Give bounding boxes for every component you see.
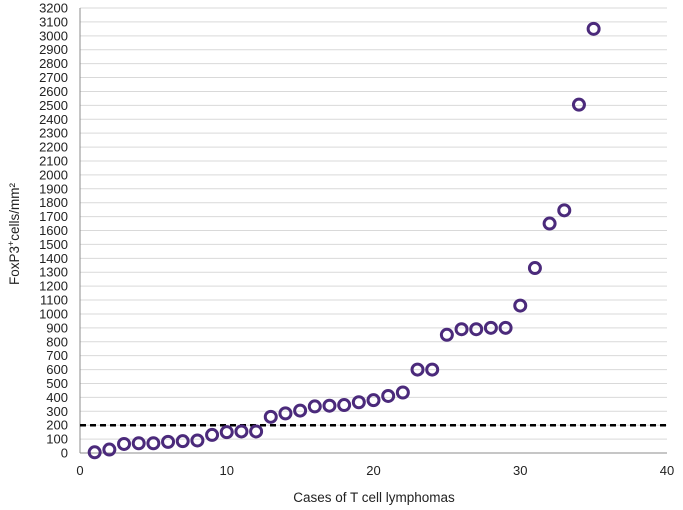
y-tick-label-1100: 1100 <box>40 293 68 308</box>
y-tick-label-1500: 1500 <box>39 237 68 252</box>
y-tick-label-1000: 1000 <box>39 306 68 321</box>
y-tick-label-0: 0 <box>61 446 68 461</box>
y-tick-label-1800: 1800 <box>39 195 68 210</box>
data-point-16 <box>307 399 322 414</box>
x-tick-label-30: 30 <box>513 463 527 478</box>
y-tick-label-3200: 3200 <box>39 1 68 16</box>
data-point-12 <box>249 424 264 439</box>
data-point-23 <box>410 362 425 377</box>
x-tick-labels: 0 10 20 30 40 <box>76 463 674 478</box>
y-tick-label-800: 800 <box>46 334 68 349</box>
y-tick-label-1300: 1300 <box>39 265 68 280</box>
data-point-11 <box>234 424 249 439</box>
y-tick-label-1700: 1700 <box>39 209 68 224</box>
y-tick-label-700: 700 <box>46 348 68 363</box>
data-point-9 <box>205 427 220 442</box>
y-tick-label-2800: 2800 <box>39 56 68 71</box>
data-point-5 <box>146 436 161 451</box>
data-point-28 <box>483 320 498 335</box>
data-point-31 <box>527 261 542 276</box>
y-tick-label-2500: 2500 <box>39 98 68 113</box>
gridlines <box>80 7 667 440</box>
data-point-1 <box>87 445 102 460</box>
data-points <box>87 21 601 460</box>
y-tick-label-3000: 3000 <box>39 28 68 43</box>
data-point-21 <box>381 388 396 403</box>
data-point-6 <box>161 434 176 449</box>
y-tick-label-900: 900 <box>46 320 68 335</box>
y-tick-label-2000: 2000 <box>39 167 68 182</box>
y-tick-labels: 0100200300400500600700800900100011001200… <box>39 1 68 461</box>
data-point-17 <box>322 398 337 413</box>
axes <box>79 8 667 454</box>
x-tick-label-40: 40 <box>660 463 674 478</box>
x-tick-label-20: 20 <box>366 463 380 478</box>
data-point-13 <box>263 409 278 424</box>
y-tick-label-1900: 1900 <box>39 181 68 196</box>
y-axis-title-superscript: + <box>6 241 16 246</box>
data-point-8 <box>190 433 205 448</box>
y-tick-label-600: 600 <box>46 362 68 377</box>
y-axis-title-prefix: FoxP3 <box>7 246 22 285</box>
data-point-7 <box>175 434 190 449</box>
y-tick-label-100: 100 <box>46 432 68 447</box>
data-point-14 <box>278 406 293 421</box>
data-point-27 <box>469 322 484 337</box>
y-tick-label-1200: 1200 <box>39 279 68 294</box>
y-tick-label-500: 500 <box>46 376 68 391</box>
data-point-2 <box>102 442 117 457</box>
y-tick-label-3100: 3100 <box>39 14 68 29</box>
data-point-18 <box>337 398 352 413</box>
data-point-19 <box>351 395 366 410</box>
y-tick-label-2600: 2600 <box>39 84 68 99</box>
data-point-15 <box>293 403 308 418</box>
y-tick-label-300: 300 <box>46 404 68 419</box>
y-tick-label-1600: 1600 <box>39 223 68 238</box>
data-point-30 <box>513 298 528 313</box>
data-point-4 <box>131 436 146 451</box>
data-point-35 <box>586 21 601 36</box>
y-tick-label-2700: 2700 <box>39 70 68 85</box>
data-point-10 <box>219 425 234 440</box>
y-axis-title: FoxP3+cells/mm² <box>6 182 22 285</box>
x-tick-label-10: 10 <box>220 463 234 478</box>
data-point-3 <box>117 436 132 451</box>
y-tick-label-2300: 2300 <box>39 126 68 141</box>
y-tick-label-2400: 2400 <box>39 112 68 127</box>
x-tick-label-0: 0 <box>76 463 83 478</box>
x-axis-title: Cases of T cell lymphomas <box>293 490 455 505</box>
y-tick-label-2200: 2200 <box>39 140 68 155</box>
data-point-34 <box>571 97 586 112</box>
data-point-29 <box>498 320 513 335</box>
y-tick-label-200: 200 <box>46 418 68 433</box>
y-axis-title-suffix: cells/mm² <box>7 182 22 240</box>
data-point-22 <box>395 385 410 400</box>
y-tick-label-400: 400 <box>46 390 68 405</box>
data-point-25 <box>439 327 454 342</box>
y-tick-label-2900: 2900 <box>39 42 68 57</box>
data-point-24 <box>425 362 440 377</box>
y-tick-label-2100: 2100 <box>39 153 68 168</box>
data-point-33 <box>557 203 572 218</box>
data-point-26 <box>454 322 469 337</box>
data-point-32 <box>542 216 557 231</box>
data-point-20 <box>366 393 381 408</box>
y-tick-label-1400: 1400 <box>39 251 68 266</box>
